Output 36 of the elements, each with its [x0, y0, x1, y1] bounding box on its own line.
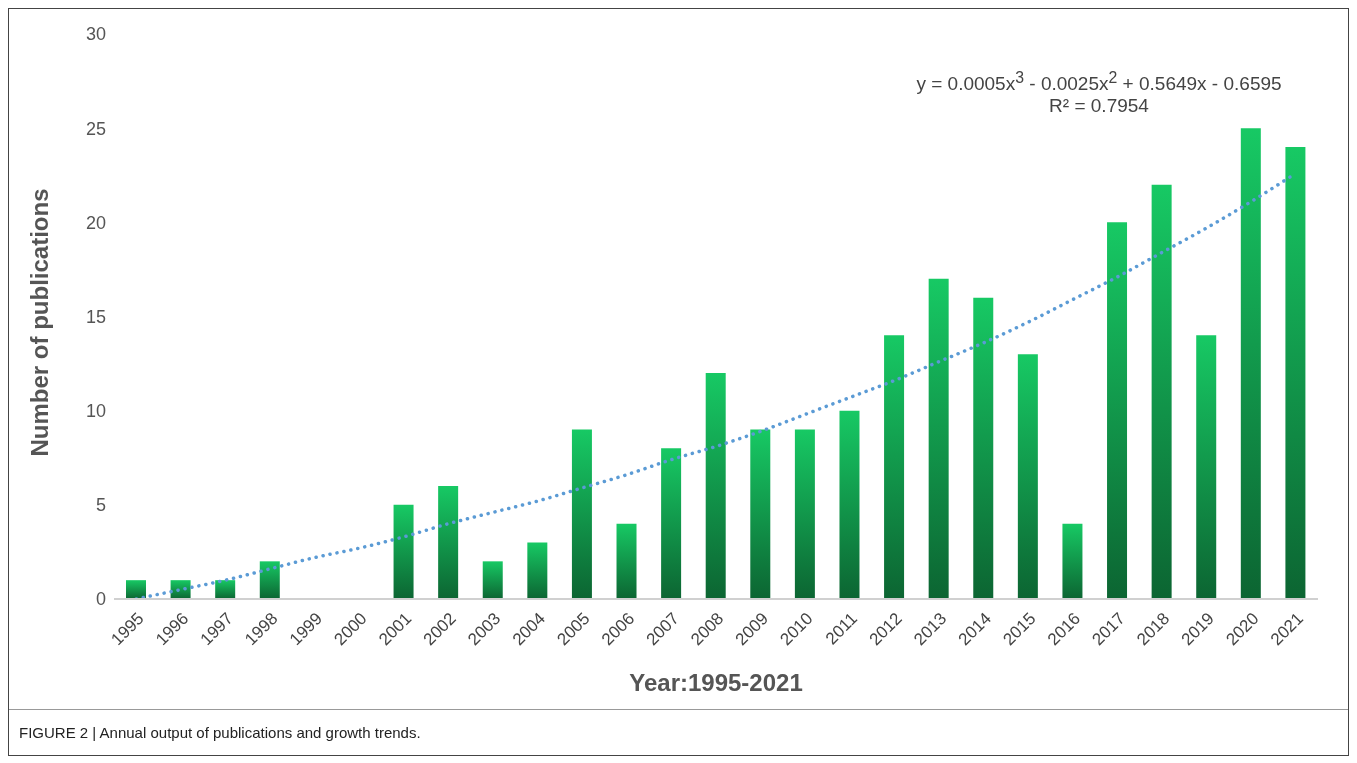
bar: [1062, 523, 1083, 599]
y-tick-label: 25: [85, 118, 106, 139]
bar: [393, 504, 414, 599]
bar: [571, 429, 592, 599]
bar: [661, 448, 682, 599]
caption: FIGURE 2 | Annual output of publications and growth trends.: [9, 709, 1348, 755]
bar: [1017, 354, 1038, 599]
bar: [482, 561, 503, 599]
bar: [1196, 335, 1217, 599]
bar: [705, 373, 726, 599]
bar: [973, 297, 994, 599]
y-tick-label: 10: [85, 401, 106, 422]
y-tick-label: 20: [85, 212, 106, 233]
bar: [527, 542, 548, 599]
bar: [928, 278, 949, 599]
bar: [750, 429, 771, 599]
bar: [1151, 184, 1172, 599]
bar: [1285, 147, 1306, 599]
bar: [794, 429, 815, 599]
bar: [438, 486, 459, 599]
x-axis-title: Year:1995-2021: [629, 669, 803, 696]
bar: [1240, 128, 1261, 599]
bar: [259, 561, 280, 599]
y-tick-label: 5: [95, 495, 106, 516]
bar: [1107, 222, 1128, 599]
annotation: R² = 0.7954: [1048, 95, 1150, 118]
y-tick-label: 0: [95, 589, 106, 610]
annotation: y = 0.0005x$^{3}$ - 0.0025x$^{2}$ + 0.5649x - 0.6595: [915, 69, 1283, 96]
bar: [839, 410, 860, 599]
bar: [616, 523, 637, 599]
y-tick-label: 15: [85, 306, 106, 327]
y-tick-label: 30: [85, 24, 106, 45]
bar: [126, 580, 146, 599]
bar: [884, 335, 905, 599]
y-axis-title: Number of publications: [25, 188, 53, 457]
bar: [215, 580, 236, 599]
